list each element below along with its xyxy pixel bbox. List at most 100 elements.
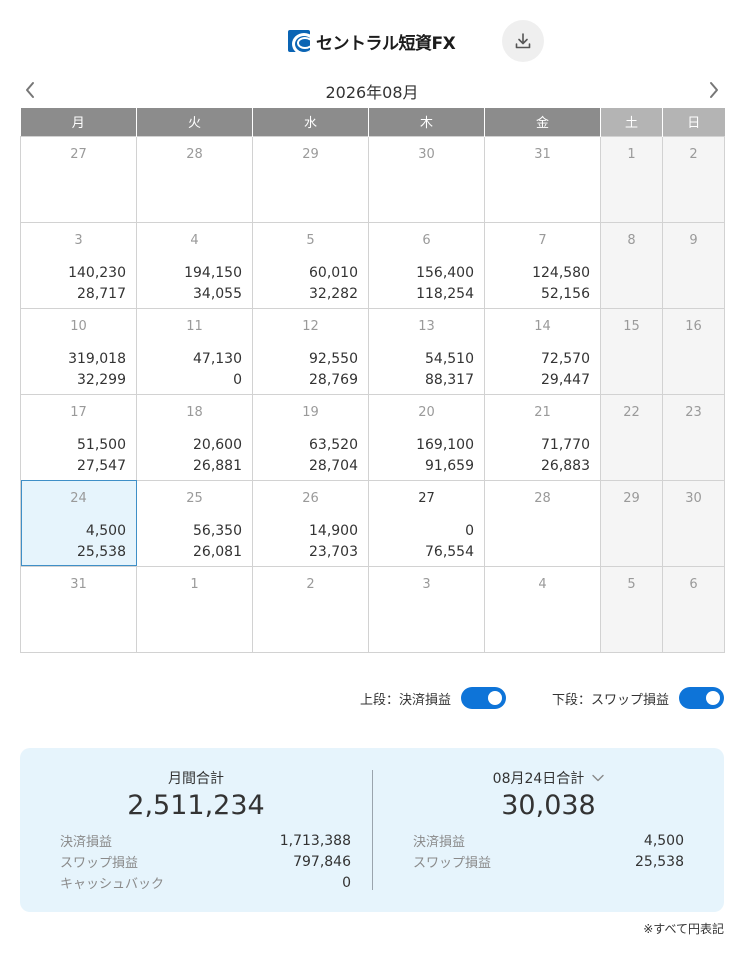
chevron-down-icon bbox=[592, 774, 605, 782]
calendar-day-cell[interactable]: 23 bbox=[662, 393, 725, 481]
calendar-day-cell[interactable]: 30 bbox=[368, 135, 485, 223]
calendar-day-cell[interactable]: 31 bbox=[20, 565, 137, 653]
calendar-day-cell[interactable]: 3 bbox=[368, 565, 485, 653]
calendar-day-cell[interactable]: 19 63,520 28,704 bbox=[252, 393, 369, 481]
calendar-day-cell[interactable]: 25 56,350 26,081 bbox=[136, 479, 253, 567]
calendar-day-cell[interactable]: 27 bbox=[20, 135, 137, 223]
calendar-day-cell[interactable]: 6 156,400 118,254 bbox=[368, 221, 485, 309]
daily-summary-date-selector[interactable]: 08月24日合計 bbox=[373, 768, 724, 788]
calendar-week-row: 10 319,018 32,299 11 47,130 0 12 92,550 28,769 13… bbox=[20, 307, 725, 395]
settlement-pnl-value: 4,500 bbox=[85, 522, 126, 539]
swap-pnl-value: 27,547 bbox=[77, 457, 126, 474]
settlement-pnl-value: 156,400 bbox=[416, 264, 474, 281]
calendar-day-cell[interactable]: 12 92,550 28,769 bbox=[252, 307, 369, 395]
download-icon bbox=[515, 33, 531, 49]
settlement-pnl-value: 71,770 bbox=[541, 436, 590, 453]
calendar-day-cell[interactable]: 16 bbox=[662, 307, 725, 395]
monthly-row-value: 797,846 bbox=[293, 853, 351, 870]
calendar-day-cell[interactable]: 30 bbox=[662, 479, 725, 567]
calendar-day-cell[interactable]: 5 bbox=[600, 565, 663, 653]
calendar-day-number: 1 bbox=[190, 576, 199, 592]
weekday-header-wed: 水 bbox=[252, 108, 369, 136]
calendar-day-cell[interactable]: 11 47,130 0 bbox=[136, 307, 253, 395]
settlement-pnl-value: 169,100 bbox=[416, 436, 474, 453]
monthly-summary: 月間合計 2,511,234 決済損益 1,713,388 スワップ損益 797… bbox=[20, 748, 372, 912]
calendar-day-cell[interactable]: 26 14,900 23,703 bbox=[252, 479, 369, 567]
calendar-day-cell[interactable]: 24 4,500 25,538 bbox=[20, 479, 137, 567]
calendar-day-number: 8 bbox=[627, 232, 636, 248]
calendar-day-cell[interactable]: 31 bbox=[484, 135, 601, 223]
calendar-week-row: 24 4,500 25,538 25 56,350 26,081 26 14,900 23,70… bbox=[20, 479, 725, 567]
prev-month-button[interactable] bbox=[20, 79, 40, 101]
calendar-day-number: 12 bbox=[302, 318, 319, 334]
calendar-day-cell[interactable]: 20 169,100 91,659 bbox=[368, 393, 485, 481]
calendar-day-cell[interactable]: 28 bbox=[484, 479, 601, 567]
calendar-day-cell[interactable]: 8 bbox=[600, 221, 663, 309]
calendar-day-cell[interactable]: 1 bbox=[136, 565, 253, 653]
month-navigation: 2026年08月 bbox=[20, 77, 724, 103]
lower-row-toggle-label: 下段：スワップ損益 bbox=[551, 692, 669, 708]
swap-pnl-value: 32,299 bbox=[77, 371, 126, 388]
settlement-pnl-value: 54,510 bbox=[425, 350, 474, 367]
calendar-day-values: 169,100 91,659 bbox=[416, 435, 474, 477]
calendar-day-cell[interactable]: 4 bbox=[484, 565, 601, 653]
calendar-day-number: 23 bbox=[685, 404, 702, 420]
calendar-day-number: 30 bbox=[418, 146, 435, 162]
calendar-day-number: 11 bbox=[186, 318, 203, 334]
calendar-day-number: 17 bbox=[70, 404, 87, 420]
settlement-pnl-value: 124,580 bbox=[532, 264, 590, 281]
calendar-day-cell[interactable]: 2 bbox=[252, 565, 369, 653]
swap-pnl-value: 91,659 bbox=[425, 457, 474, 474]
settlement-pnl-value: 60,010 bbox=[309, 264, 358, 281]
monthly-row-value: 0 bbox=[342, 874, 351, 891]
monthly-row-label: 決済損益 bbox=[60, 835, 113, 850]
calendar-day-number: 5 bbox=[627, 576, 636, 592]
calendar-day-values: 319,018 32,299 bbox=[68, 349, 126, 391]
lower-row-toggle-switch[interactable] bbox=[679, 687, 724, 709]
daily-row-label: スワップ損益 bbox=[413, 856, 492, 871]
calendar-day-cell[interactable]: 29 bbox=[252, 135, 369, 223]
calendar-day-cell[interactable]: 27 0 76,554 bbox=[368, 479, 485, 567]
pnl-calendar: 月 火 水 木 金 土 日 27 28 29 30 31 1 2 3 140,230 28,717… bbox=[20, 108, 725, 653]
calendar-day-cell[interactable]: 10 319,018 32,299 bbox=[20, 307, 137, 395]
weekday-header-sun: 日 bbox=[662, 108, 725, 136]
next-month-button[interactable] bbox=[704, 79, 724, 101]
settlement-pnl-value: 319,018 bbox=[68, 350, 126, 367]
swap-pnl-value: 0 bbox=[233, 371, 242, 388]
calendar-day-cell[interactable]: 7 124,580 52,156 bbox=[484, 221, 601, 309]
calendar-day-cell[interactable]: 22 bbox=[600, 393, 663, 481]
calendar-day-cell[interactable]: 21 71,770 26,883 bbox=[484, 393, 601, 481]
calendar-day-cell[interactable]: 6 bbox=[662, 565, 725, 653]
daily-summary: 08月24日合計 30,038 決済損益 4,500 スワップ損益 25,538 bbox=[373, 748, 724, 912]
calendar-day-cell[interactable]: 1 bbox=[600, 135, 663, 223]
calendar-day-cell[interactable]: 14 72,570 29,447 bbox=[484, 307, 601, 395]
calendar-day-values: 92,550 28,769 bbox=[309, 349, 358, 391]
weekday-header-mon: 月 bbox=[20, 108, 137, 136]
calendar-day-cell[interactable]: 28 bbox=[136, 135, 253, 223]
calendar-day-number: 29 bbox=[302, 146, 319, 162]
calendar-day-cell[interactable]: 29 bbox=[600, 479, 663, 567]
calendar-day-cell[interactable]: 18 20,600 26,881 bbox=[136, 393, 253, 481]
calendar-day-number: 3 bbox=[74, 232, 83, 248]
app-header: セントラル短資FX bbox=[0, 0, 744, 80]
currency-footnote: ※すべて円表記 bbox=[643, 922, 724, 936]
calendar-day-values: 140,230 28,717 bbox=[68, 263, 126, 305]
calendar-day-cell[interactable]: 5 60,010 32,282 bbox=[252, 221, 369, 309]
calendar-day-values: 56,350 26,081 bbox=[193, 521, 242, 563]
calendar-day-cell[interactable]: 17 51,500 27,547 bbox=[20, 393, 137, 481]
calendar-day-cell[interactable]: 3 140,230 28,717 bbox=[20, 221, 137, 309]
calendar-day-number: 5 bbox=[306, 232, 315, 248]
swap-pnl-value: 29,447 bbox=[541, 371, 590, 388]
upper-row-toggle-switch[interactable] bbox=[460, 687, 506, 709]
calendar-day-number: 30 bbox=[685, 490, 702, 506]
calendar-day-cell[interactable]: 13 54,510 88,317 bbox=[368, 307, 485, 395]
calendar-day-number: 22 bbox=[623, 404, 640, 420]
swap-pnl-value: 28,704 bbox=[309, 457, 358, 474]
download-button[interactable] bbox=[502, 20, 544, 62]
calendar-day-cell[interactable]: 9 bbox=[662, 221, 725, 309]
calendar-day-cell[interactable]: 2 bbox=[662, 135, 725, 223]
calendar-day-cell[interactable]: 4 194,150 34,055 bbox=[136, 221, 253, 309]
calendar-day-number: 18 bbox=[186, 404, 203, 420]
weekday-header-thu: 木 bbox=[368, 108, 485, 136]
calendar-day-cell[interactable]: 15 bbox=[600, 307, 663, 395]
